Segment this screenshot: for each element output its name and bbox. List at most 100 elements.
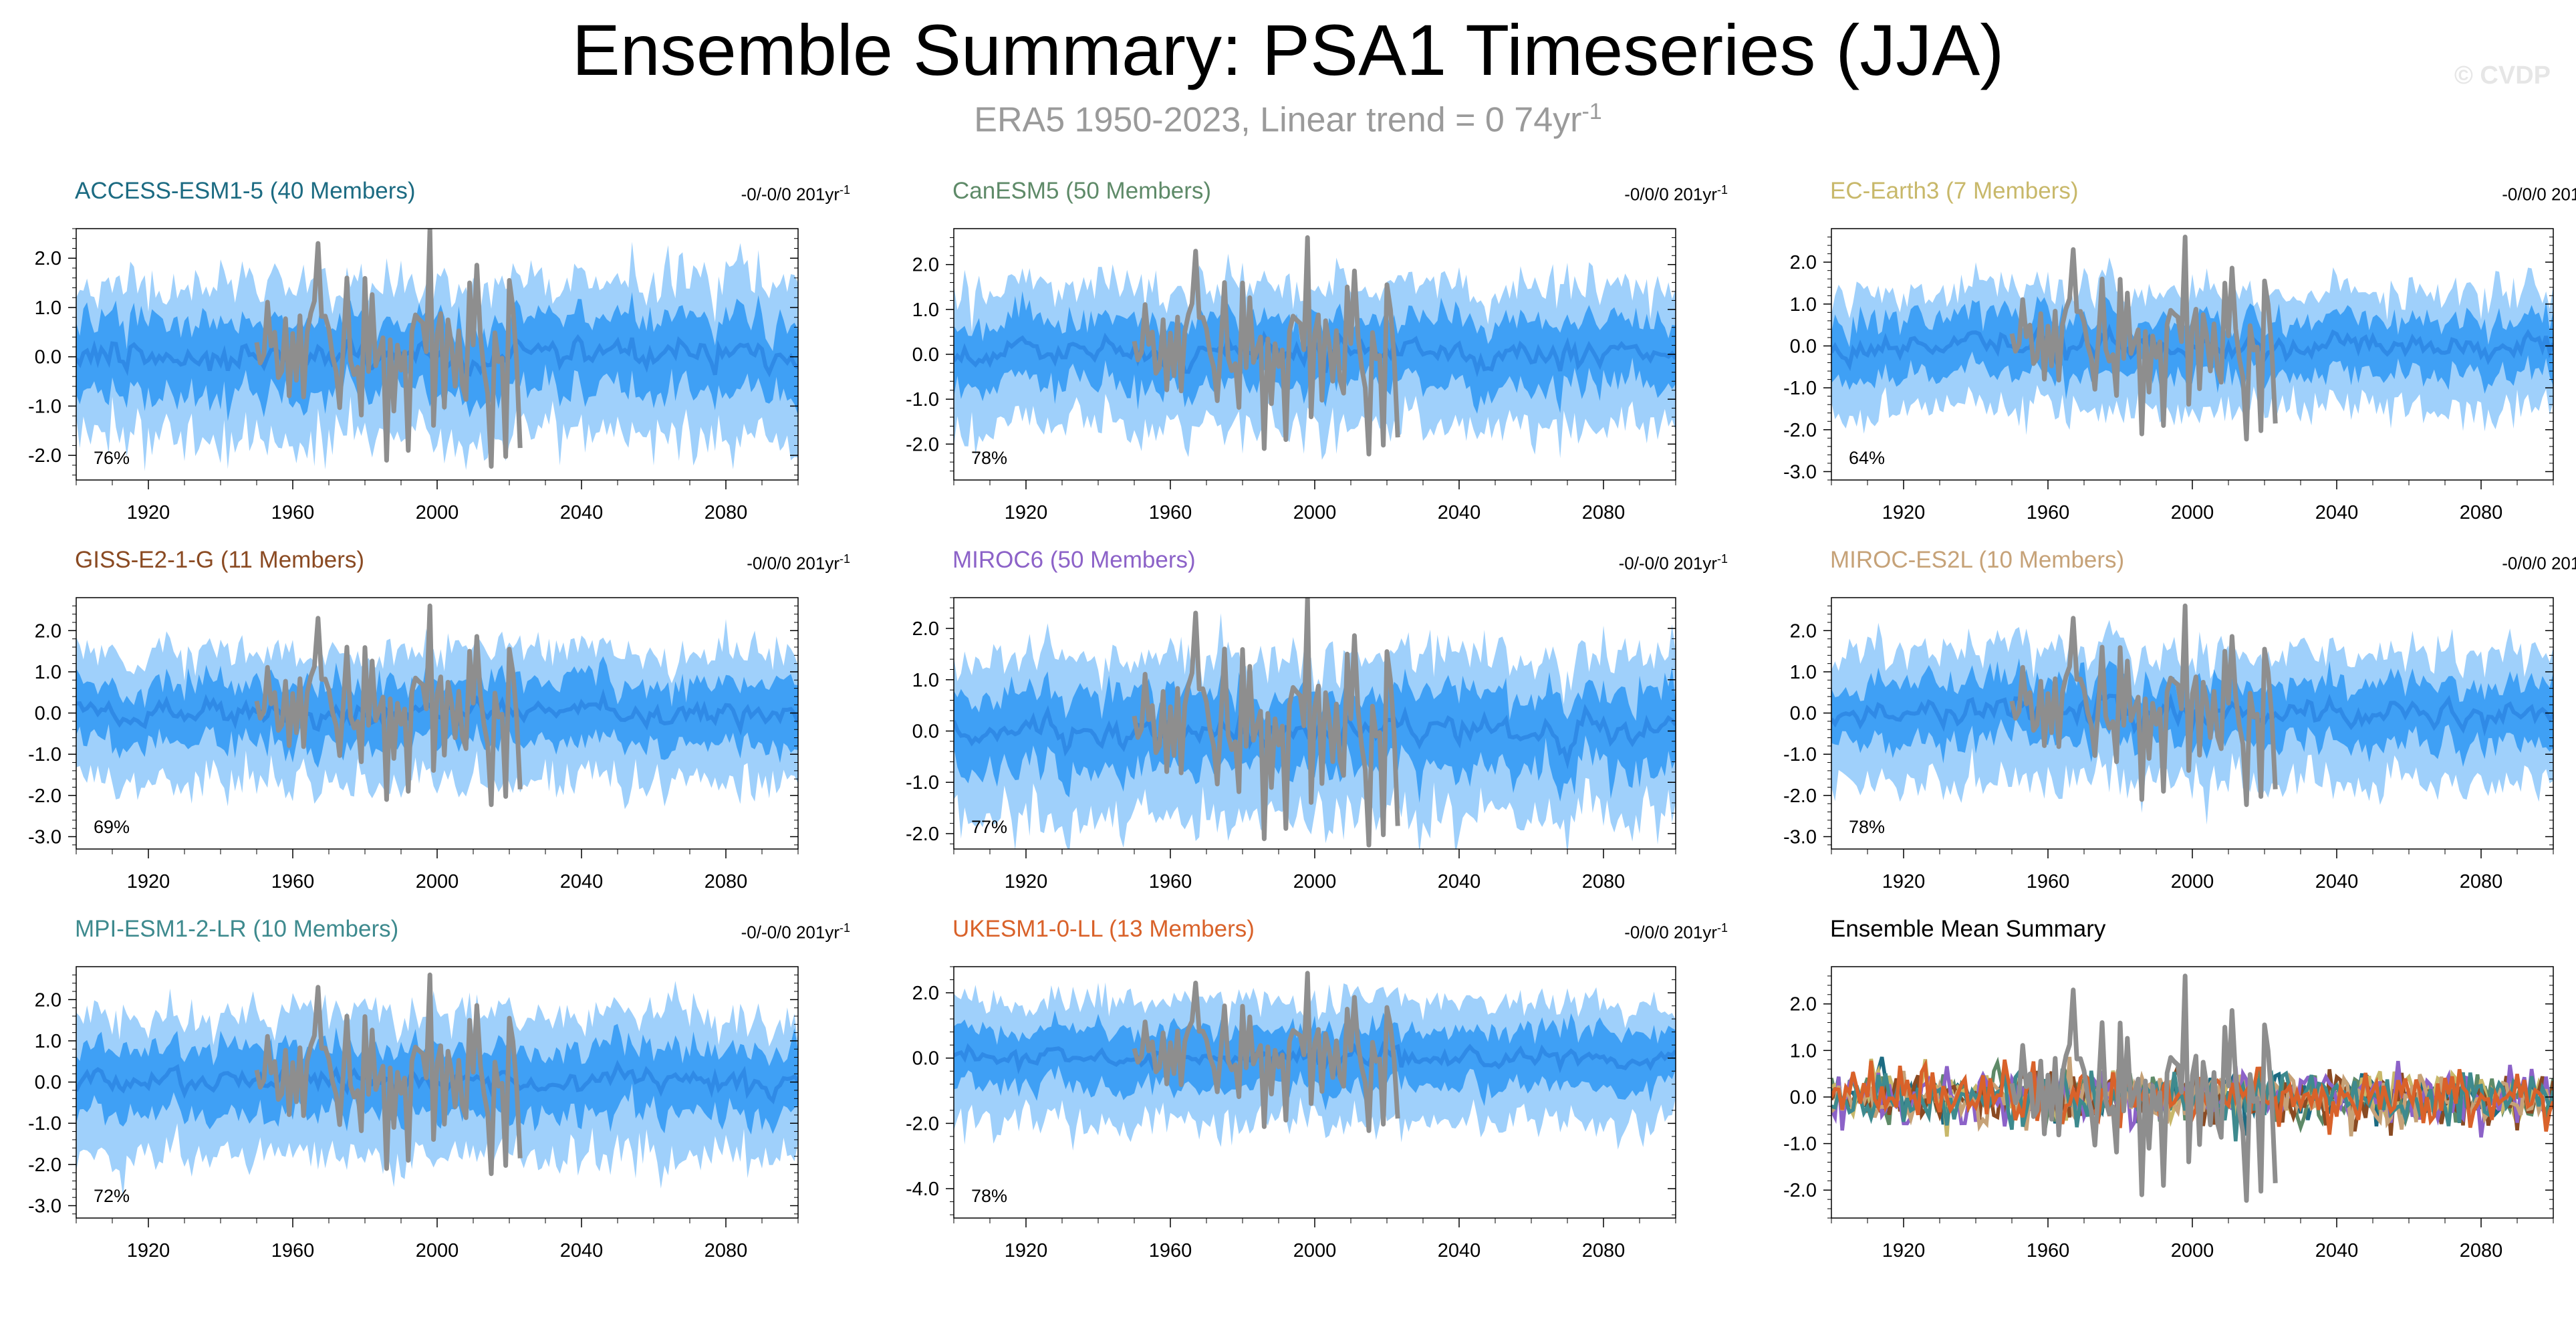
observed-era5-line [1132, 235, 1400, 457]
y-tick-label: 0.0 [912, 1048, 939, 1070]
plot-area [76, 603, 798, 810]
panel-miroc6: MIROC6 (50 Members) -0/-0/0 201yr-1 -2.0 -1… [906, 547, 1728, 956]
panel-trend-label: -0/0/0 201yr-1 [1624, 921, 1728, 943]
trend-superscript: -1 [1716, 552, 1728, 566]
trend-superscript: -1 [1716, 921, 1728, 935]
y-tick-label: -1.0 [1783, 1134, 1817, 1155]
percent-label: 69% [94, 817, 130, 837]
plot-area [76, 229, 798, 471]
trend-superscript: -1 [839, 183, 850, 197]
y-tick-label: 1.0 [912, 299, 939, 321]
y-tick-label: -2.0 [28, 445, 61, 467]
x-tick-label: 1920 [1005, 502, 1048, 523]
y-tick-label: -1.0 [28, 744, 61, 765]
x-tick-label: 2040 [560, 502, 604, 523]
x-axis: 1920 1960 2000 2040 2080 [953, 480, 1676, 523]
panel-giss-e2-1-g: GISS-E2-1-G (11 Members) -0/0/0 201yr-1 -3… [28, 547, 850, 956]
x-tick-label: 2080 [704, 502, 748, 523]
observed-era5-line [1132, 598, 1400, 848]
x-tick-label: 1960 [2027, 1240, 2070, 1261]
x-tick-label: 2040 [560, 1240, 604, 1261]
panel-title: EC-Earth3 (7 Members) [1830, 178, 2079, 204]
panel-trend-label: -0/-0/0 201yr-1 [741, 183, 850, 205]
panel-chart: -2.0 -1.0 0.0 1.0 2.0 1920 1960 2000 2040 2080 78% [906, 228, 1676, 523]
y-axis: -3.0 -2.0 -1.0 0.0 1.0 2.0 [1783, 605, 2553, 848]
subtitle-superscript: -1 [1581, 99, 1602, 124]
y-tick-label: -3.0 [1783, 827, 1817, 848]
y-tick-label: 2.0 [1790, 252, 1817, 273]
trend-text: -0/0/0 201yr [1624, 184, 1717, 205]
y-tick-label: 1.0 [912, 670, 939, 691]
y-tick-label: -2.0 [906, 824, 939, 845]
y-tick-label: 2.0 [35, 248, 61, 269]
y-tick-label: 1.0 [1790, 294, 1817, 316]
x-tick-label: 1960 [271, 1240, 315, 1261]
x-tick-label: 2080 [2460, 502, 2503, 523]
panel-chart: -4.0 -2.0 0.0 2.0 1920 1960 2000 2040 2080 78% [906, 966, 1676, 1261]
observed-era5-line [2009, 235, 2278, 442]
panel-mpi-esm1-2-lr: MPI-ESM1-2-LR (10 Members) -0/-0/0 201yr-… [28, 916, 850, 1325]
y-tick-label: 1.0 [1790, 1040, 1817, 1062]
panel-ec-earth3: EC-Earth3 (7 Members)-0/0/0 201yr-1-3.0-… [1783, 178, 2576, 587]
x-axis: 1920 1960 2000 2040 2080 [76, 1218, 799, 1261]
panel-access-esm1-5: ACCESS-ESM1-5 (40 Members) -0/-0/0 201yr-… [28, 178, 850, 587]
trend-text: -0/-0/0 201yr [741, 922, 840, 943]
x-axis: 1920 1960 2000 2040 2080 [953, 849, 1676, 892]
y-tick-label: -3.0 [28, 1196, 61, 1217]
panel-chart: -2.0 -1.0 0.0 1.0 2.0 1920 1960 2000 2040 2080 [1783, 966, 2554, 1261]
panel-title: MIROC-ES2L (10 Members) [1830, 547, 2125, 573]
panel-title: CanESM5 (50 Members) [952, 178, 1212, 204]
percent-label: 77% [971, 817, 1007, 837]
trend-text: -0/0/0 201yr [2502, 553, 2576, 574]
x-tick-label: 2040 [2315, 871, 2359, 892]
x-tick-label: 1960 [1149, 1240, 1192, 1261]
trend-superscript: -1 [839, 552, 850, 566]
x-axis: 1920 1960 2000 2040 2080 [76, 480, 799, 523]
trend-text: -0/-0/0 201yr [1618, 553, 1717, 574]
panel-title: MPI-ESM1-2-LR (10 Members) [75, 916, 399, 942]
y-tick-label: 2.0 [35, 989, 61, 1011]
y-axis: -2.0 -1.0 0.0 1.0 2.0 [28, 228, 798, 476]
panel-trend-label: -0/-0/0 201yr-1 [741, 921, 850, 943]
y-tick-label: -1.0 [906, 772, 939, 794]
plot-area [1831, 603, 2553, 825]
y-tick-label: -3.0 [1783, 461, 1817, 483]
panel-chart: -2.0 -1.0 0.0 1.0 2.0 1920 1960 2000 2040 2080 77% [906, 597, 1676, 892]
y-axis: -3.0 -2.0 -1.0 0.0 1.0 2.0 [28, 605, 798, 848]
x-axis: 1920 1960 2000 2040 2080 [953, 1218, 1676, 1261]
x-tick-label: 1920 [1005, 871, 1048, 892]
x-tick-label: 2000 [2171, 871, 2214, 892]
page-title: Ensemble Summary: PSA1 Timeseries (JJA) [571, 9, 2005, 90]
x-tick-label: 2040 [560, 871, 604, 892]
percent-label: 76% [94, 448, 130, 468]
panel-title: Ensemble Mean Summary [1830, 916, 2106, 942]
panel-trend-label: -0/0/0 201yr-1 [1624, 183, 1728, 205]
x-tick-label: 2040 [2315, 1240, 2359, 1261]
panel-trend-label: -0/0/0 201yr-1 [2502, 552, 2576, 574]
x-tick-label: 2000 [1293, 871, 1337, 892]
y-axis: -3.0 -2.0 -1.0 0.0 1.0 2.0 [1783, 237, 2553, 483]
y-tick-label: 2.0 [1790, 994, 1817, 1015]
x-tick-label: 1920 [127, 871, 170, 892]
y-tick-label: -2.0 [1783, 420, 1817, 441]
y-tick-label: -1.0 [1783, 378, 1817, 399]
panel-trend-label: -0/-0/0 201yr-1 [1619, 552, 1728, 574]
y-tick-label: 1.0 [35, 662, 61, 683]
x-tick-label: 2000 [416, 502, 459, 523]
percent-label: 64% [1849, 448, 1885, 468]
percent-label: 78% [971, 1186, 1007, 1206]
x-tick-label: 2040 [2315, 502, 2359, 523]
y-tick-label: 0.0 [35, 347, 61, 368]
panel-title: MIROC6 (50 Members) [952, 547, 1196, 573]
x-tick-label: 1920 [1005, 1240, 1048, 1261]
observed-era5-line [254, 229, 523, 469]
panel-chart: -3.0 -2.0 -1.0 0.0 1.0 2.0 1920 1960 2000 2040 208… [1783, 228, 2554, 523]
x-tick-label: 1960 [1149, 502, 1192, 523]
observed-era5-line [1132, 971, 1400, 1133]
trend-text: -0/0/0 201yr [2502, 184, 2576, 205]
cvdp-watermark: © CVDP [2454, 62, 2551, 90]
y-tick-label: 0.0 [1790, 336, 1817, 357]
plot-area [954, 598, 1676, 849]
panel-chart: -3.0 -2.0 -1.0 0.0 1.0 2.0 1920 1960 2000 2040 208… [1783, 597, 2554, 892]
x-tick-label: 2080 [704, 871, 748, 892]
